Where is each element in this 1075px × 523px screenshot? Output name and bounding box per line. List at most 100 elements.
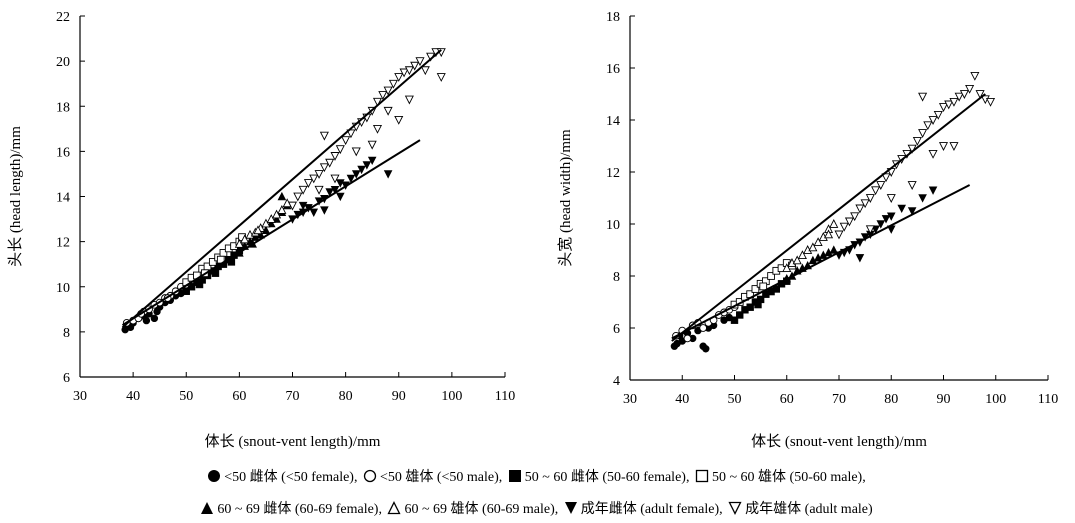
x-tick-label: 30 — [623, 392, 637, 407]
data-point — [372, 97, 383, 107]
data-point — [829, 219, 839, 228]
data-point — [730, 316, 739, 324]
data-point — [886, 194, 896, 203]
y-tick-label: 6 — [613, 322, 620, 337]
data-point — [907, 207, 917, 216]
y-tick-label: 10 — [56, 281, 70, 296]
data-point — [341, 136, 351, 146]
data-point — [855, 204, 865, 214]
x-tick-label: 30 — [73, 389, 87, 404]
data-point — [959, 90, 969, 99]
series-group — [782, 219, 839, 273]
data-point — [208, 258, 217, 266]
legend-item: 60 ~ 69 雄体 (60-69 male), — [387, 498, 558, 518]
y-tick-label: 14 — [606, 114, 620, 129]
data-point — [314, 170, 324, 179]
y-tick-label: 8 — [63, 326, 70, 341]
data-point — [394, 73, 404, 82]
open-triangle-down-icon — [728, 501, 742, 515]
data-point — [754, 300, 762, 309]
legend-item: 50 ~ 60 雌体 (50-60 female), — [508, 466, 690, 486]
data-point — [683, 334, 692, 343]
data-point — [751, 285, 760, 293]
data-point — [357, 165, 366, 175]
data-point — [367, 140, 377, 150]
data-point — [330, 174, 340, 184]
trend-line — [121, 49, 442, 329]
y-axis-label: 头宽 (head width)/mm — [557, 129, 574, 267]
x-tick-label: 40 — [675, 392, 689, 407]
y-axis-label: 头长 (head length)/mm — [7, 126, 24, 267]
data-point — [287, 201, 298, 211]
data-point — [404, 66, 414, 76]
data-point — [336, 192, 345, 202]
data-point — [303, 179, 313, 188]
data-point — [319, 163, 329, 173]
x-tick-label: 110 — [1038, 392, 1058, 407]
scatter-plot: 30 40 50 60 70 80 90 100 110 4 6 8 10 12 14 16 18 体长 (sno… — [557, 10, 1058, 450]
filled-square-icon — [508, 470, 521, 482]
x-axis-label: 体长 (snout-vent length)/mm — [751, 433, 927, 450]
data-point — [293, 192, 303, 202]
data-point — [918, 92, 928, 102]
data-point — [918, 129, 928, 138]
data-point — [923, 121, 933, 131]
data-point — [970, 71, 980, 81]
data-point — [394, 115, 404, 125]
data-point — [388, 79, 398, 89]
legend-label: 成年雌体 (adult female), — [580, 502, 723, 517]
data-point — [410, 61, 420, 71]
data-point — [182, 287, 190, 295]
filled-triangle-up-icon — [201, 502, 214, 514]
open-triangle-up-icon — [387, 501, 402, 515]
x-tick-label: 50 — [179, 389, 193, 404]
data-point — [195, 280, 204, 289]
data-point — [150, 314, 159, 323]
legend-label: 50 ~ 60 雄体 (50-60 male), — [711, 470, 866, 485]
data-point — [938, 103, 949, 112]
legend-label: 50 ~ 60 雌体 (50-60 female), — [524, 470, 690, 485]
y-tick-label: 6 — [63, 371, 70, 386]
legend-item: <50 雄体 (<50 male), — [363, 466, 502, 486]
data-point — [928, 186, 938, 195]
data-point — [813, 237, 823, 247]
data-point — [309, 174, 319, 184]
data-point — [320, 206, 329, 215]
data-point — [266, 218, 276, 228]
data-point — [824, 229, 834, 239]
legend-label: <50 雌体 (<50 female), — [224, 470, 358, 485]
data-point — [855, 254, 865, 263]
data-point — [420, 66, 430, 76]
y-tick-label: 20 — [56, 55, 70, 70]
series-group — [287, 48, 446, 211]
data-point — [767, 272, 775, 280]
x-tick-label: 90 — [392, 389, 406, 404]
data-point — [346, 174, 356, 184]
data-point — [865, 194, 875, 203]
x-tick-label: 50 — [728, 392, 742, 407]
data-point — [876, 181, 886, 190]
data-point — [881, 215, 891, 224]
data-point — [808, 242, 818, 252]
y-tick-label: 12 — [606, 166, 620, 181]
data-point — [261, 218, 271, 228]
filled-circle-icon — [208, 470, 221, 482]
y-tick-label: 16 — [56, 145, 70, 160]
x-tick-label: 80 — [339, 389, 353, 404]
data-point — [897, 204, 906, 214]
data-point — [876, 220, 886, 229]
data-point — [383, 86, 393, 96]
data-point — [782, 263, 792, 273]
data-point — [298, 201, 308, 211]
data-point — [907, 181, 917, 190]
data-point — [839, 222, 849, 232]
data-point — [234, 238, 244, 248]
data-point — [792, 255, 802, 265]
data-point — [975, 90, 985, 99]
data-point — [865, 225, 875, 235]
x-tick-label: 80 — [884, 392, 898, 407]
series-group — [182, 246, 244, 295]
data-point — [912, 136, 922, 146]
data-point — [985, 97, 996, 107]
